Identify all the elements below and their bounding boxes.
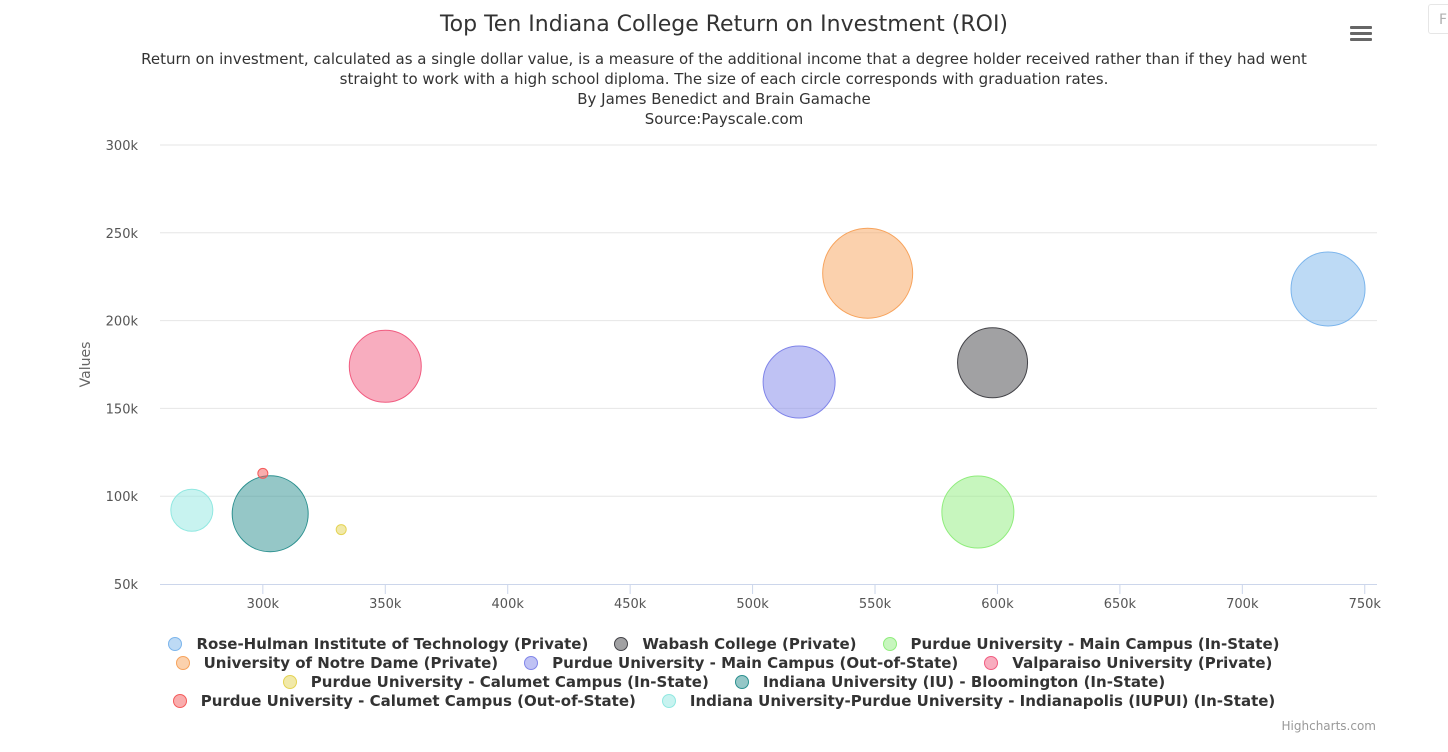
legend-bubble-icon <box>734 674 749 689</box>
bubble-indiana-university-purdue-university-indianapolis-iupui-in-state <box>170 488 214 532</box>
y-tick-label: 300k <box>106 139 139 154</box>
legend-item[interactable]: Indiana University-Purdue University - I… <box>661 691 1276 710</box>
y-tick-label: 250k <box>106 227 139 242</box>
x-tick-label: 550k <box>859 597 892 612</box>
credits-link[interactable]: Highcharts.com <box>1281 719 1376 733</box>
bubble-wabash-college-private <box>957 327 1029 399</box>
legend-item[interactable]: Rose-Hulman Institute of Technology (Pri… <box>168 634 588 653</box>
y-tick-label: 150k <box>106 402 139 417</box>
x-tick-label: 300k <box>247 597 280 612</box>
legend-row: Purdue University - Calumet Campus (Out-… <box>0 691 1448 710</box>
bubble-indiana-university-iu-bloomington-in-state <box>231 475 309 553</box>
x-tick-label: 350k <box>369 597 402 612</box>
legend-row: University of Notre Dame (Private) Purdue… <box>0 653 1448 672</box>
hamburger-menu-icon <box>1350 26 1372 29</box>
legend-item-label: Purdue University - Calumet Campus (Out-… <box>200 691 636 710</box>
legend-bubble-icon <box>175 655 190 670</box>
legend-item-label: Purdue University - Calumet Campus (In-S… <box>310 672 709 691</box>
legend-item[interactable]: Valparaiso University (Private) <box>984 653 1272 672</box>
legend-item-label: Rose-Hulman Institute of Technology (Pri… <box>196 634 589 653</box>
bubble-valparaiso-university-private <box>348 329 422 403</box>
x-tick-label: 750k <box>1349 597 1382 612</box>
chart-subtitle-line-4: Source:Payscale.com <box>644 110 804 128</box>
x-tick-label: 650k <box>1104 597 1137 612</box>
y-tick-label: 200k <box>106 315 139 330</box>
bubble-purdue-university-calumet-campus-in-state <box>335 524 347 536</box>
legend-item-label: University of Notre Dame (Private) <box>203 653 499 672</box>
legend-item[interactable]: Purdue University - Main Campus (In-Stat… <box>882 634 1280 653</box>
chart-subtitle-line-1: Return on investment, calculated as a si… <box>141 50 1307 68</box>
y-axis-title: Values <box>78 342 94 388</box>
legend-bubble-icon <box>168 636 183 651</box>
legend-item-label: Purdue University - Main Campus (In-Stat… <box>910 634 1280 653</box>
chart-subtitle-line-2: straight to work with a high school dipl… <box>339 70 1109 88</box>
bubble-purdue-university-main-campus-out-of-state <box>762 345 836 419</box>
legend-bubble-icon <box>661 693 676 708</box>
bubble-purdue-university-main-campus-in-state <box>941 475 1015 549</box>
x-tick-label: 600k <box>981 597 1014 612</box>
legend-item[interactable]: Purdue University - Main Campus (Out-of-… <box>524 653 958 672</box>
legend-bubble-icon <box>614 636 629 651</box>
chart-title: Top Ten Indiana College Return on Invest… <box>439 12 1009 37</box>
legend-item-label: Wabash College (Private) <box>642 634 857 653</box>
chart-subtitle-line-3: By James Benedict and Brain Gamache <box>577 90 871 108</box>
bubble-purdue-university-calumet-campus-out-of-state <box>257 467 269 479</box>
legend-item-label: Indiana University (IU) - Bloomington (I… <box>762 672 1166 691</box>
bubble-rose-hulman-institute-of-technology-private <box>1290 251 1366 327</box>
legend-item-label: Purdue University - Main Campus (Out-of-… <box>552 653 959 672</box>
y-tick-label: 50k <box>114 578 139 593</box>
legend-bubble-icon <box>882 636 897 651</box>
legend-item[interactable]: Wabash College (Private) <box>614 634 857 653</box>
legend-row: Purdue University - Calumet Campus (In-S… <box>0 672 1448 691</box>
bubble-university-of-notre-dame-private <box>822 227 914 319</box>
x-tick-label: 700k <box>1226 597 1259 612</box>
legend-item-label: Valparaiso University (Private) <box>1012 653 1273 672</box>
legend-bubble-icon <box>524 655 539 670</box>
legend-bubble-icon <box>282 674 297 689</box>
x-tick-label: 500k <box>736 597 769 612</box>
legend-row: Rose-Hulman Institute of Technology (Pri… <box>0 634 1448 653</box>
legend-bubble-icon <box>984 655 999 670</box>
x-tick-label: 400k <box>492 597 525 612</box>
legend-item[interactable]: Purdue University - Calumet Campus (Out-… <box>172 691 636 710</box>
x-tick-label: 450k <box>614 597 647 612</box>
legend-item-label: Indiana University-Purdue University - I… <box>689 691 1276 710</box>
corner-fragment[interactable]: F <box>1428 4 1448 34</box>
legend-item[interactable]: Purdue University - Calumet Campus (In-S… <box>282 672 709 691</box>
legend-item[interactable]: Indiana University (IU) - Bloomington (I… <box>734 672 1166 691</box>
legend-bubble-icon <box>172 693 187 708</box>
chart-context-menu-button[interactable] <box>1346 22 1376 46</box>
chart-legend: Rose-Hulman Institute of Technology (Pri… <box>0 634 1448 710</box>
legend-item[interactable]: University of Notre Dame (Private) <box>175 653 499 672</box>
y-tick-label: 100k <box>106 490 139 505</box>
